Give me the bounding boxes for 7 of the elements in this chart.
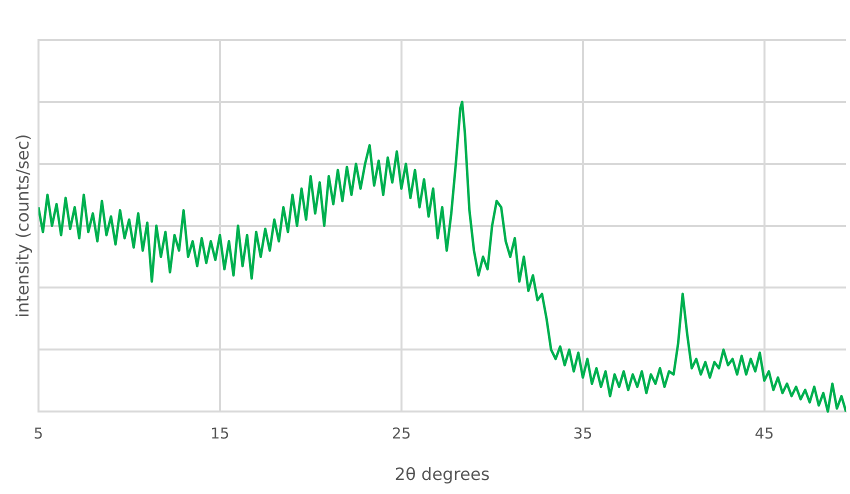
x-tick-label: 5 xyxy=(34,424,44,442)
x-tick-label: 45 xyxy=(754,424,774,442)
x-tick-label: 25 xyxy=(392,424,411,442)
x-axis-title: 2θ degrees xyxy=(394,465,490,486)
x-tick-label: 35 xyxy=(573,424,592,442)
y-axis-title: intensity (counts/sec) xyxy=(14,134,34,318)
x-tick-label: 15 xyxy=(210,424,230,442)
